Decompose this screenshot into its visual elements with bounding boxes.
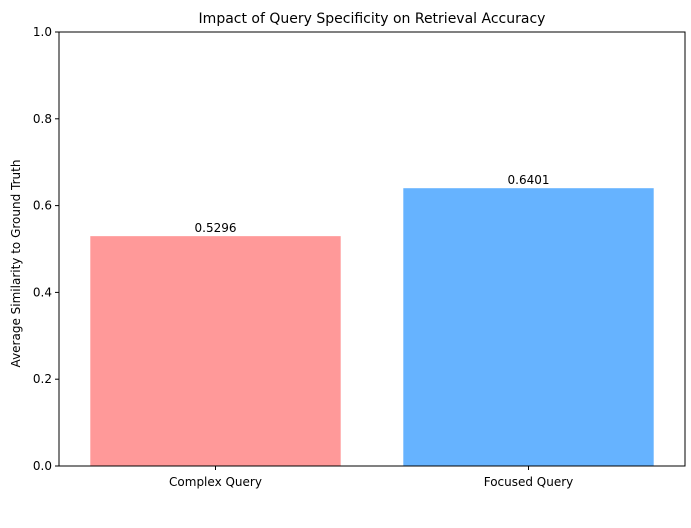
x-tick-label: Focused Query [484,475,574,489]
y-tick-label: 1.0 [33,25,52,39]
bar-value-label: 0.6401 [508,173,550,187]
bar-complex-query [90,236,341,466]
y-axis-label: Average Similarity to Ground Truth [9,160,23,368]
y-tick-label: 0.6 [33,199,52,213]
y-axis-ticks: 0.0 0.2 0.4 0.6 0.8 1.0 [33,25,59,473]
bars-group [90,188,654,466]
bar-value-label: 0.5296 [195,221,237,235]
value-labels-group: 0.5296 0.6401 [195,173,550,235]
x-axis-ticks: Complex Query Focused Query [169,466,573,489]
y-tick-label: 0.4 [33,285,52,299]
x-tick-label: Complex Query [169,475,262,489]
y-tick-label: 0.0 [33,459,52,473]
bar-focused-query [403,188,654,466]
y-tick-label: 0.8 [33,112,52,126]
y-tick-label: 0.2 [33,372,52,386]
plot-frame [58,31,686,467]
chart-title: Impact of Query Specificity on Retrieval… [199,11,546,27]
